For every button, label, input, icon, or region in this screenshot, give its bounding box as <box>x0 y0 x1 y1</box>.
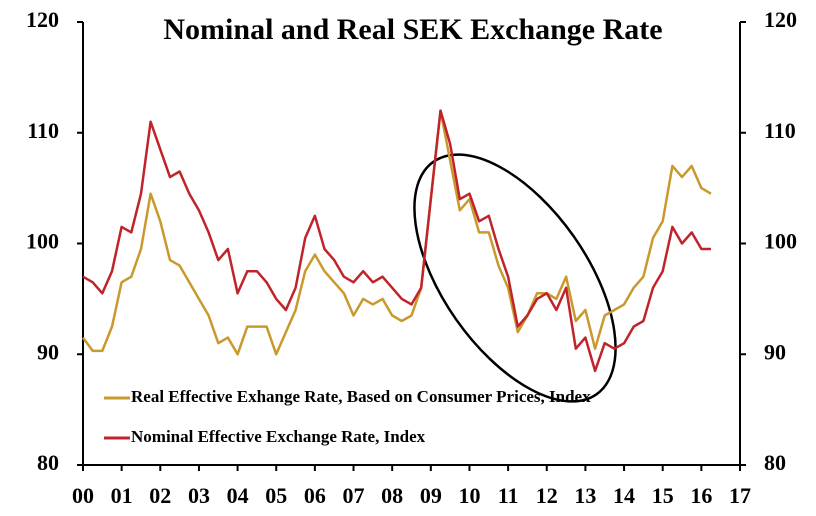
x-tick-label: 05 <box>265 483 287 508</box>
x-tick-label: 17 <box>729 483 751 508</box>
y2-tick-label: 100 <box>764 229 797 254</box>
x-tick-label: 14 <box>613 483 635 508</box>
x-tick-label: 13 <box>574 483 596 508</box>
x-tick-label: 12 <box>536 483 558 508</box>
x-tick-label: 03 <box>188 483 210 508</box>
x-tick-label: 10 <box>458 483 480 508</box>
y2-tick-label: 120 <box>764 7 797 32</box>
y-tick-label: 100 <box>26 229 59 254</box>
x-tick-label: 09 <box>420 483 442 508</box>
x-tick-label: 06 <box>304 483 326 508</box>
annotation-ellipse <box>413 153 617 403</box>
y-tick-label: 80 <box>37 450 59 475</box>
y-tick-label: 90 <box>37 339 59 364</box>
y2-tick-label: 80 <box>764 450 786 475</box>
x-tick-label: 11 <box>498 483 519 508</box>
y2-tick-label: 110 <box>764 118 796 143</box>
x-tick-label: 01 <box>111 483 133 508</box>
series-line <box>82 109 711 373</box>
x-tick-label: 08 <box>381 483 403 508</box>
x-tick-label: 02 <box>149 483 171 508</box>
x-tick-label: 04 <box>227 483 249 508</box>
x-tick-label: 07 <box>343 483 365 508</box>
x-tick-label: 15 <box>652 483 674 508</box>
chart-title: Nominal and Real SEK Exchange Rate <box>163 13 662 46</box>
legend-label: Real Effective Exhange Rate, Based on Co… <box>131 387 591 406</box>
y-tick-label: 120 <box>26 7 59 32</box>
x-tick-label: 00 <box>72 483 94 508</box>
series-line <box>81 109 712 356</box>
y2-tick-label: 90 <box>764 339 786 364</box>
x-tick-label: 16 <box>690 483 712 508</box>
y-tick-label: 110 <box>27 118 59 143</box>
legend-label: Nominal Effective Exchange Rate, Index <box>131 427 426 446</box>
